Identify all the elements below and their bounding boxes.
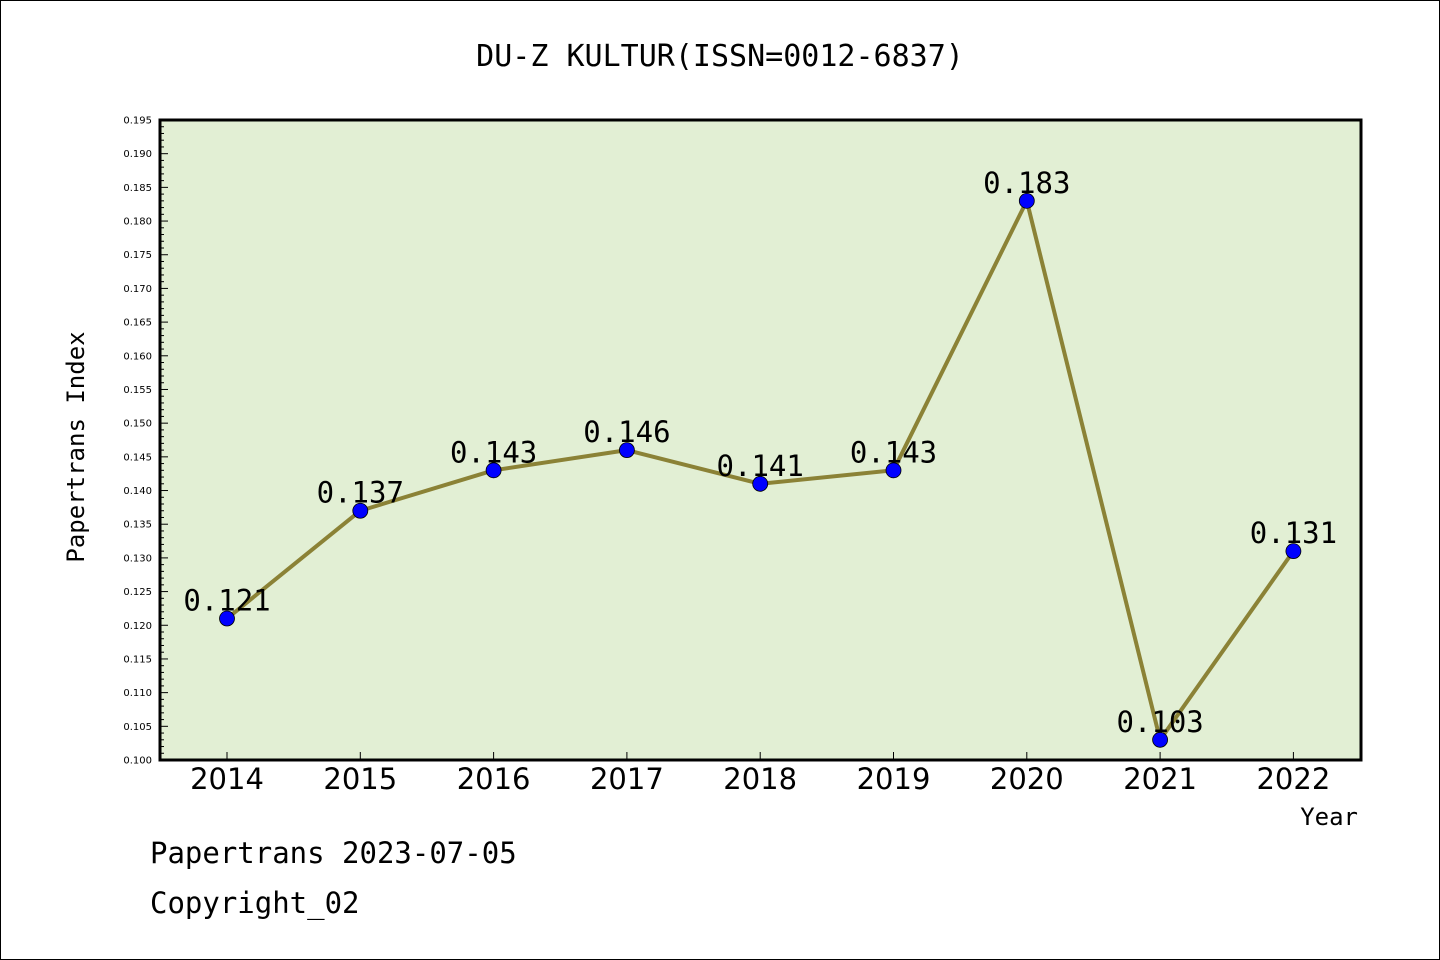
data-labels: 0.121 0.137 0.143 0.146 0.141 0.143 0.183 0.103… [183,166,1337,739]
y-tick-label: 0.115 [123,654,152,665]
x-tick-label: 2022 [1256,762,1330,796]
footer-copyright: Copyright_02 [150,886,360,920]
y-tick-label: 0.185 [123,183,152,194]
x-tick-label: 2016 [457,762,531,796]
data-label: 0.143 [450,435,537,469]
y-tick-label: 0.175 [123,250,152,261]
y-tick-label: 0.135 [123,520,152,531]
data-label: 0.131 [1250,516,1337,550]
data-label: 0.121 [183,584,270,618]
y-tick-label: 0.120 [123,621,152,632]
plot-area [160,120,1361,760]
data-label: 0.141 [717,449,804,483]
x-tick-label: 2021 [1123,762,1197,796]
data-point [619,442,635,459]
x-tick-label: 2015 [323,762,397,796]
y-tick-label: 0.130 [123,553,152,564]
y-tick-label: 0.165 [123,318,152,329]
y-tick-label: 0.140 [123,486,152,497]
footer-date-line: Papertrans 2023-07-05 [150,836,517,870]
data-label: 0.143 [850,435,937,469]
y-axis-label: Papertrans Index [62,331,90,562]
data-point [1152,731,1168,748]
y-tick-label: 0.145 [123,452,152,463]
data-point [1285,543,1302,560]
x-tick-label: 2017 [590,762,664,796]
y-tick-label: 0.105 [123,722,152,733]
data-point [352,502,369,519]
y-tick-label: 0.160 [123,351,152,362]
y-axis: 0.100 0.105 0.110 0.115 0.120 0.125 0.130 0.135… [123,116,168,767]
x-tick-label: 2014 [190,762,264,796]
x-tick-label: 2018 [723,762,797,796]
chart-title: DU-Z KULTUR(ISSN=0012-6837) [476,39,964,74]
y-tick-label: 0.195 [123,116,152,127]
data-point [1018,192,1035,209]
y-tick-label: 0.155 [123,385,152,396]
y-tick-label: 0.170 [123,284,152,295]
y-tick-label: 0.150 [123,419,152,430]
data-label: 0.146 [583,415,670,449]
data-label: 0.183 [983,166,1070,200]
y-tick-label: 0.180 [123,217,152,228]
data-label: 0.103 [1116,705,1203,739]
x-axis: 2014 2015 2016 2017 2018 2019 2020 2021 2022 [190,752,1330,796]
x-axis-label: Year [1300,803,1358,831]
data-point [485,462,502,479]
y-tick-label: 0.100 [123,756,152,767]
y-tick-label: 0.190 [123,149,152,160]
y-tick-label: 0.125 [123,587,152,598]
x-tick-label: 2020 [990,762,1064,796]
plot-border [158,118,1363,762]
y-tick-label: 0.110 [123,688,152,699]
x-tick-label: 2019 [857,762,931,796]
data-point [219,610,235,627]
data-point [752,475,769,492]
data-label: 0.137 [317,476,404,510]
series-markers [219,192,1302,748]
data-point [885,462,902,479]
